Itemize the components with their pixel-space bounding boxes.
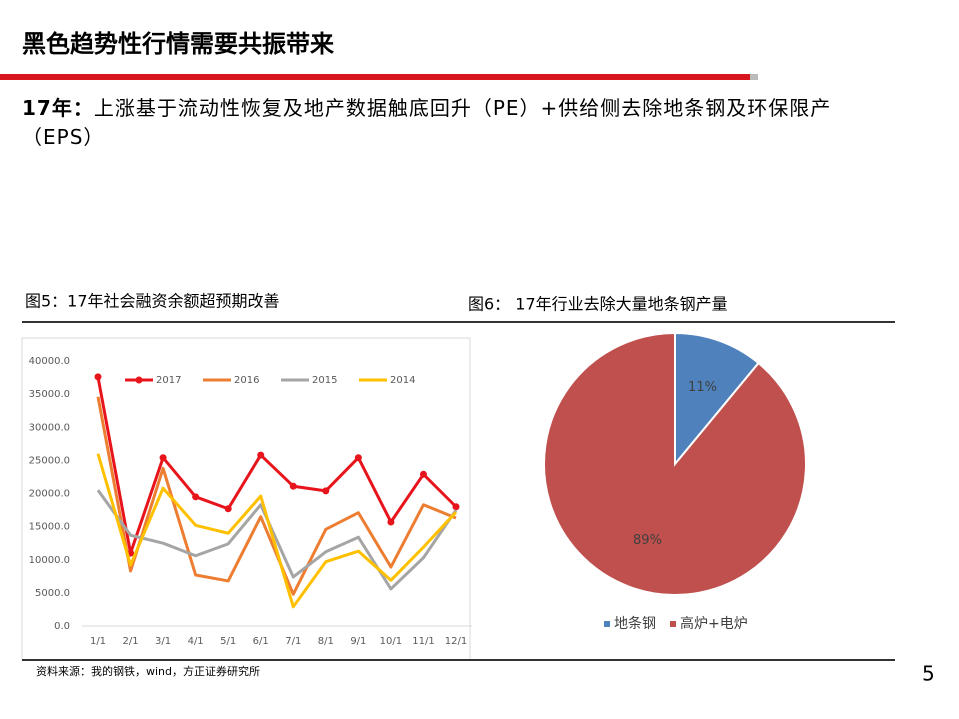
y-tick-label: 15000.0: [29, 522, 70, 533]
point: [452, 503, 460, 511]
legend-swatch: [604, 621, 610, 627]
point: [192, 493, 200, 501]
y-tick-label: 5000.0: [35, 588, 70, 599]
point: [94, 373, 102, 381]
point: [257, 451, 265, 459]
x-tick-label: 4/1: [188, 636, 204, 647]
subtitle-label: 17年：: [22, 96, 94, 120]
x-tick-label: 5/1: [220, 636, 236, 647]
y-tick-label: 25000.0: [29, 455, 70, 466]
legend-label: 2016: [234, 375, 259, 386]
x-tick-label: 7/1: [285, 636, 301, 647]
point: [159, 454, 167, 462]
x-tick-label: 12/1: [445, 636, 467, 647]
x-tick-label: 3/1: [155, 636, 171, 647]
x-tick-label: 9/1: [350, 636, 366, 647]
y-tick-label: 20000.0: [29, 489, 70, 500]
point: [387, 518, 395, 526]
legend-label: 地条钢: [614, 615, 656, 632]
legend-label: 高炉+电炉: [680, 615, 748, 632]
title-bar: [0, 74, 750, 80]
legend-label: 2015: [312, 375, 337, 386]
legend-swatch: [670, 621, 676, 627]
x-tick-label: 10/1: [380, 636, 402, 647]
data-label: 89%: [633, 533, 662, 548]
point: [354, 454, 362, 462]
pie-slice: [674, 331, 760, 467]
subtitle-text: 上涨基于流动性恢复及地产数据触底回升（PE）+供给侧去除地条钢及环保限产（EPS…: [22, 96, 832, 149]
x-tick-label: 6/1: [253, 636, 269, 647]
chart-title: 图6： 17年行业去除大量地条钢产量: [468, 295, 728, 314]
data-label: 11%: [688, 380, 717, 395]
title-bar-end: [750, 74, 758, 80]
x-tick-label: 1/1: [90, 636, 106, 647]
point: [419, 470, 427, 478]
y-tick-label: 10000.0: [29, 555, 70, 566]
point: [289, 482, 297, 490]
source: 资料来源：我的钢铁，wind，方正证券研究所: [36, 664, 260, 678]
series-line: [96, 489, 458, 591]
chart-title: 图5：17年社会融资余额超预期改善: [25, 292, 280, 311]
slide-title: 黑色趋势性行情需要共振带来: [22, 30, 335, 58]
y-tick-label: 0.0: [54, 621, 70, 632]
series-line: [96, 453, 458, 609]
x-tick-label: 11/1: [412, 636, 434, 647]
chart-frame: [21, 337, 471, 661]
x-tick-label: 8/1: [318, 636, 334, 647]
y-tick-label: 30000.0: [29, 422, 70, 433]
x-tick-label: 2/1: [122, 636, 138, 647]
pie-slice: [543, 331, 807, 596]
subtitle: 17年：上涨基于流动性恢复及地产数据触底回升（PE）+供给侧去除地条钢及环保限产…: [22, 94, 882, 152]
legend-label: 2014: [390, 375, 415, 386]
y-tick-label: 40000.0: [29, 356, 70, 367]
legend-label: 2017: [156, 375, 181, 386]
page-number: 5: [922, 662, 935, 686]
y-tick-label: 35000.0: [29, 389, 70, 400]
point: [224, 505, 232, 513]
point: [322, 487, 330, 495]
legend-marker: [135, 376, 143, 384]
series-line: [96, 376, 458, 555]
